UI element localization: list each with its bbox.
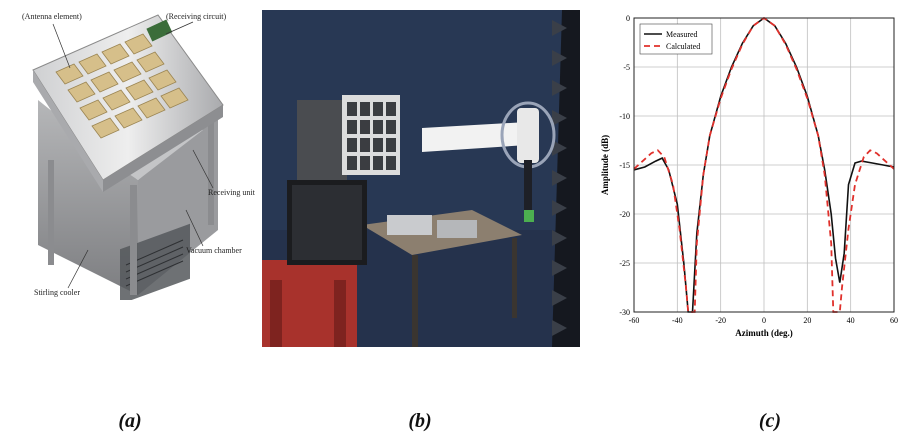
- receiver-unit-illustration: [32, 14, 224, 305]
- x-tick-label: 20: [803, 316, 811, 325]
- x-tick-label: 60: [890, 316, 898, 325]
- photo-receiver-unit: (Antenna element) (Receiving circuit) Re…: [8, 10, 258, 305]
- photo-anechoic-chamber: [262, 10, 580, 347]
- measurement-setup-illustration: [262, 10, 580, 347]
- caption-b: (b): [408, 410, 432, 432]
- legend-box: [639, 23, 713, 55]
- x-axis-label: Azimuth (deg.): [735, 328, 793, 338]
- chart-canvas: -60 -40 -20 0 20 40 60 0 -5 -10 -15 -20 -25 -30 Measu…: [600, 14, 898, 338]
- callout-antenna-element: (Antenna element): [22, 12, 82, 21]
- y-tick-label: -20: [619, 210, 630, 219]
- callout-receiving-circuit: (Receiving circuit): [166, 12, 227, 21]
- x-tick-label: -20: [715, 316, 726, 325]
- y-tick-label: -10: [619, 112, 630, 121]
- y-tick-label: -25: [619, 259, 630, 268]
- chart-ticks: -60 -40 -20 0 20 40 60 0 -5 -10 -15 -20 -25 -30: [619, 14, 898, 325]
- y-tick-label: -5: [623, 63, 630, 72]
- y-axis-label: Amplitude (dB): [600, 135, 610, 195]
- radiation-pattern-chart: -60 -40 -20 0 20 40 60 0 -5 -10 -15 -20 -25 -30 Measu…: [598, 4, 900, 356]
- x-tick-label: -60: [629, 316, 640, 325]
- callout-vacuum-chamber: Vacuum chamber: [186, 246, 242, 255]
- legend-label: Measured: [666, 30, 698, 39]
- y-tick-label: -30: [619, 308, 630, 317]
- y-tick-label: -15: [619, 161, 630, 170]
- callout-receiving-unit: Receiving unit: [208, 188, 255, 197]
- chart-legend: Measured Calculated: [639, 23, 713, 55]
- plot-frame: [633, 17, 895, 313]
- x-tick-label: 0: [762, 316, 766, 325]
- antenna-elements: [55, 33, 189, 139]
- x-tick-label: -40: [672, 316, 683, 325]
- callout-stirling-cooler: Stirling cooler: [34, 288, 80, 297]
- legend-label: Calculated: [666, 42, 700, 51]
- caption-c: (c): [758, 410, 782, 432]
- x-tick-label: 40: [847, 316, 855, 325]
- y-tick-label: 0: [626, 14, 630, 23]
- caption-a: (a): [118, 410, 142, 432]
